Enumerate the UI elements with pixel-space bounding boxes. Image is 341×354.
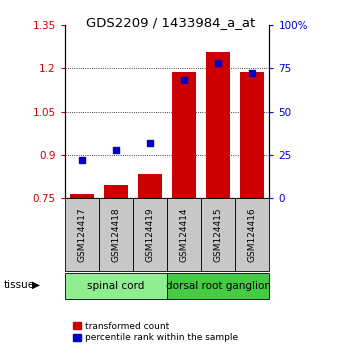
Point: [216, 60, 221, 66]
Text: spinal cord: spinal cord: [87, 281, 145, 291]
Bar: [167, 198, 201, 271]
Bar: [133, 198, 167, 271]
Bar: [172, 73, 196, 198]
Text: GSM124416: GSM124416: [248, 207, 257, 262]
Point: [147, 140, 153, 145]
Text: dorsal root ganglion: dorsal root ganglion: [166, 281, 271, 291]
Text: tissue: tissue: [3, 280, 34, 290]
Bar: [70, 194, 94, 198]
Point: [113, 147, 119, 153]
Text: GSM124419: GSM124419: [146, 207, 154, 262]
Point: [181, 78, 187, 83]
Text: GDS2209 / 1433984_a_at: GDS2209 / 1433984_a_at: [86, 16, 255, 29]
Bar: [99, 198, 133, 271]
Point: [79, 157, 85, 163]
Text: GSM124417: GSM124417: [77, 207, 86, 262]
Bar: [240, 73, 264, 198]
Legend: transformed count, percentile rank within the sample: transformed count, percentile rank withi…: [69, 318, 241, 346]
Bar: [206, 52, 230, 198]
Text: GSM124415: GSM124415: [214, 207, 223, 262]
Point: [250, 70, 255, 76]
Bar: [104, 185, 128, 198]
Bar: [167, 273, 269, 299]
Text: GSM124414: GSM124414: [180, 207, 189, 262]
Bar: [235, 198, 269, 271]
Text: GSM124418: GSM124418: [112, 207, 120, 262]
Bar: [138, 174, 162, 198]
Text: ▶: ▶: [32, 280, 40, 290]
Bar: [65, 273, 167, 299]
Bar: [201, 198, 235, 271]
Bar: [65, 198, 99, 271]
